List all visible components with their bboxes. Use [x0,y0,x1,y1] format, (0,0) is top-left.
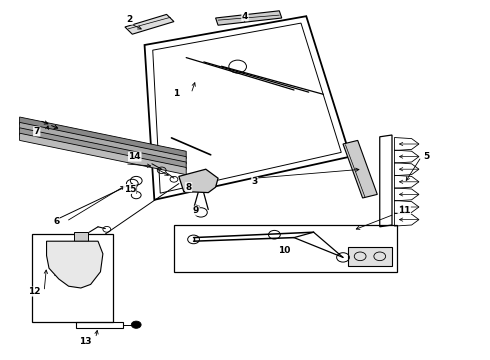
Text: 2: 2 [127,15,133,24]
Text: 8: 8 [186,183,192,192]
Polygon shape [348,247,392,266]
Text: 13: 13 [79,338,92,346]
Text: 15: 15 [123,185,136,194]
Text: 1: 1 [173,89,179,98]
Polygon shape [179,169,218,193]
Polygon shape [47,241,103,288]
Text: 10: 10 [278,246,291,255]
Polygon shape [74,232,88,241]
Circle shape [131,321,141,328]
Text: 4: 4 [242,12,248,21]
Text: 3: 3 [252,177,258,186]
Polygon shape [20,122,186,164]
Text: 6: 6 [53,217,59,226]
Polygon shape [20,128,186,169]
Polygon shape [20,117,186,158]
Text: 12: 12 [28,287,41,296]
Text: 11: 11 [398,206,411,215]
Text: 7: 7 [33,127,40,136]
Polygon shape [216,11,282,25]
Text: 14: 14 [128,152,141,161]
Text: 9: 9 [193,206,199,215]
Polygon shape [343,140,377,198]
Polygon shape [125,14,174,34]
Polygon shape [20,133,186,175]
Text: 5: 5 [423,152,429,161]
